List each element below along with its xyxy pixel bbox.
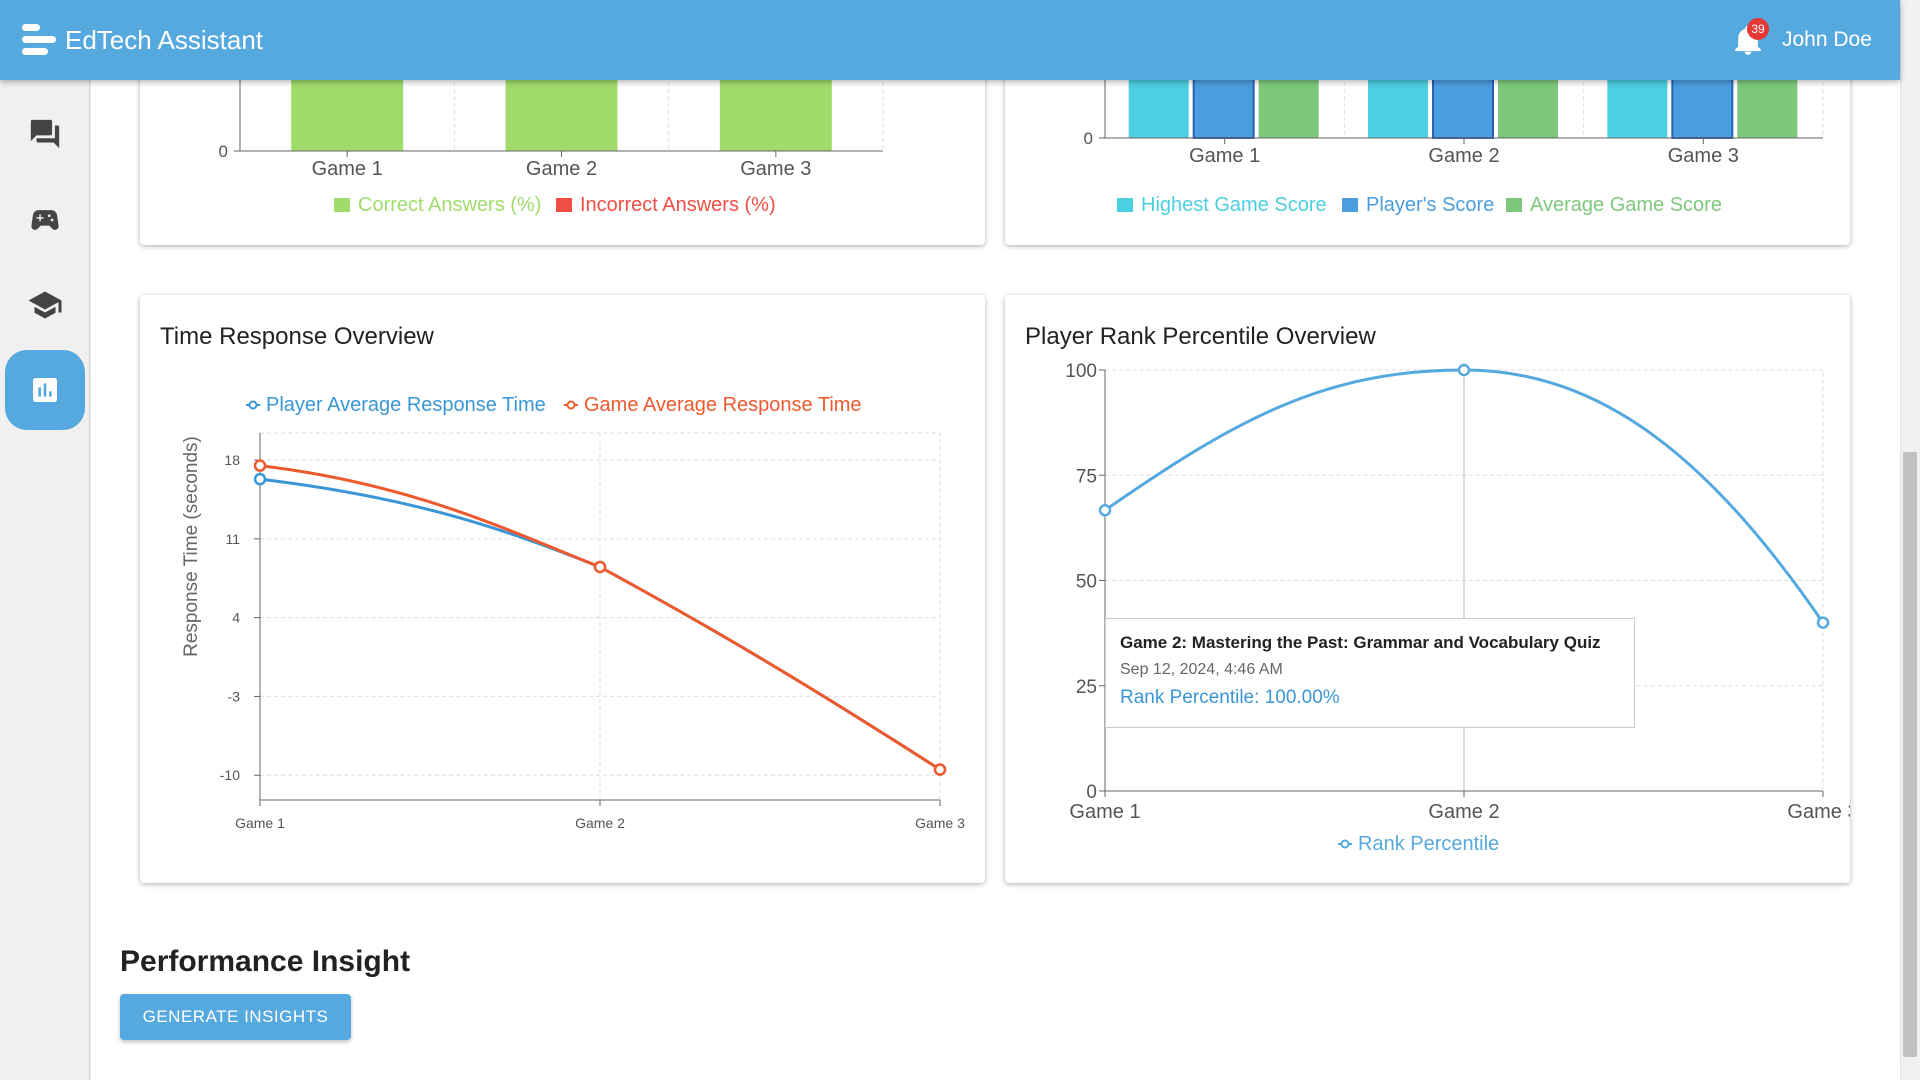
legend-swatch-3 — [1506, 198, 1522, 212]
y-tick-label: 4 — [232, 610, 240, 626]
legend-label-1: Correct Answers (%) — [358, 194, 541, 216]
y-tick-label: 75 — [1076, 466, 1097, 487]
point-series1-game1 — [255, 474, 265, 484]
legend-label-1: Highest Game Score — [1141, 194, 1327, 216]
y-axis-label: Response Time (seconds) — [181, 436, 202, 657]
point-series2-game1 — [255, 461, 265, 471]
legend-marker — [1342, 841, 1349, 848]
y-tick-label: 11 — [225, 531, 240, 547]
scrollbar-thumb[interactable] — [1903, 452, 1917, 1057]
legend-label-2: Player's Score — [1366, 194, 1494, 216]
logo-icon[interactable] — [22, 24, 56, 56]
sidebar-item-games[interactable] — [5, 180, 85, 260]
x-tick-label: Game 3 — [740, 158, 811, 180]
point-series2-game2 — [595, 562, 605, 572]
y-tick-label: 25 — [1076, 677, 1097, 698]
point-game3 — [1818, 618, 1828, 628]
point-game2 — [1459, 365, 1469, 375]
x-tick-label: Game 1 — [235, 815, 285, 831]
y-tick-label: -3 — [228, 688, 241, 704]
performance-insight-heading: Performance Insight — [120, 945, 410, 979]
bar-chart-icon — [29, 374, 61, 406]
y-tick-label: 0 — [219, 142, 228, 161]
legend-swatch-2 — [556, 198, 572, 212]
generate-insights-button[interactable]: GENERATE INSIGHTS — [120, 994, 351, 1040]
legend-marker-1 — [250, 402, 257, 409]
legend-label-2: Incorrect Answers (%) — [580, 194, 776, 216]
legend-marker-2 — [568, 402, 575, 409]
x-tick-label: Game 1 — [1189, 145, 1260, 167]
rank-percentile-card: Player Rank Percentile Overview 0 25 50 75 1… — [1005, 295, 1850, 883]
x-tick-label: Game 3 — [1787, 801, 1850, 823]
x-tick-label: Game 2 — [1428, 801, 1499, 823]
user-name[interactable]: John Doe — [1782, 28, 1872, 52]
rank-percentile-line-chart: 0 25 50 75 100 Game 1 Game 2 Game 3 Rank Percent… — [1005, 295, 1850, 883]
tooltip-value: Rank Percentile: 100.00% — [1120, 687, 1634, 709]
legend-swatch-1 — [1117, 198, 1133, 212]
point-series2-game3 — [935, 765, 945, 775]
y-tick-label: 100 — [1065, 361, 1097, 382]
y-tick-label: -10 — [220, 767, 240, 783]
sidebar-item-analytics[interactable] — [5, 350, 85, 430]
legend-swatch-1 — [334, 198, 350, 212]
sidebar-item-courses[interactable] — [5, 265, 85, 345]
tooltip-date: Sep 12, 2024, 4:46 AM — [1120, 661, 1634, 679]
graduation-cap-icon — [26, 287, 64, 323]
x-tick-label: Game 1 — [1069, 801, 1140, 823]
notification-badge: 39 — [1747, 18, 1769, 40]
chart-tooltip: Game 2: Mastering the Past: Grammar and … — [1105, 618, 1635, 728]
y-tick-label: 18 — [224, 452, 240, 468]
gamepad-icon — [27, 203, 63, 237]
legend-label-1: Player Average Response Time — [266, 394, 546, 416]
legend-label-2: Game Average Response Time — [584, 394, 862, 416]
x-tick-label: Game 2 — [526, 158, 597, 180]
time-response-line-chart: -10 -3 4 11 18 Game 1 Game 2 Game 3 Response Tim… — [140, 295, 985, 883]
x-tick-label: Game 2 — [575, 815, 625, 831]
legend-label-3: Average Game Score — [1530, 194, 1722, 216]
sidebar-item-chat[interactable] — [5, 94, 85, 174]
x-tick-label: Game 3 — [1668, 145, 1739, 167]
x-tick-label: Game 1 — [312, 158, 383, 180]
y-tick-label: 50 — [1076, 572, 1097, 593]
x-tick-label: Game 3 — [915, 815, 965, 831]
x-tick-label: Game 2 — [1428, 145, 1499, 167]
y-tick-label: 0 — [1086, 782, 1097, 803]
app-title: EdTech Assistant — [65, 25, 263, 56]
y-tick-label: 0 — [1084, 129, 1093, 148]
chat-icon — [27, 117, 63, 151]
legend-swatch-2 — [1342, 198, 1358, 212]
tooltip-title: Game 2: Mastering the Past: Grammar and … — [1120, 633, 1634, 653]
app-bar: EdTech Assistant 39 John Doe — [0, 0, 1900, 80]
point-game1 — [1100, 505, 1110, 515]
legend-label: Rank Percentile — [1358, 833, 1499, 855]
